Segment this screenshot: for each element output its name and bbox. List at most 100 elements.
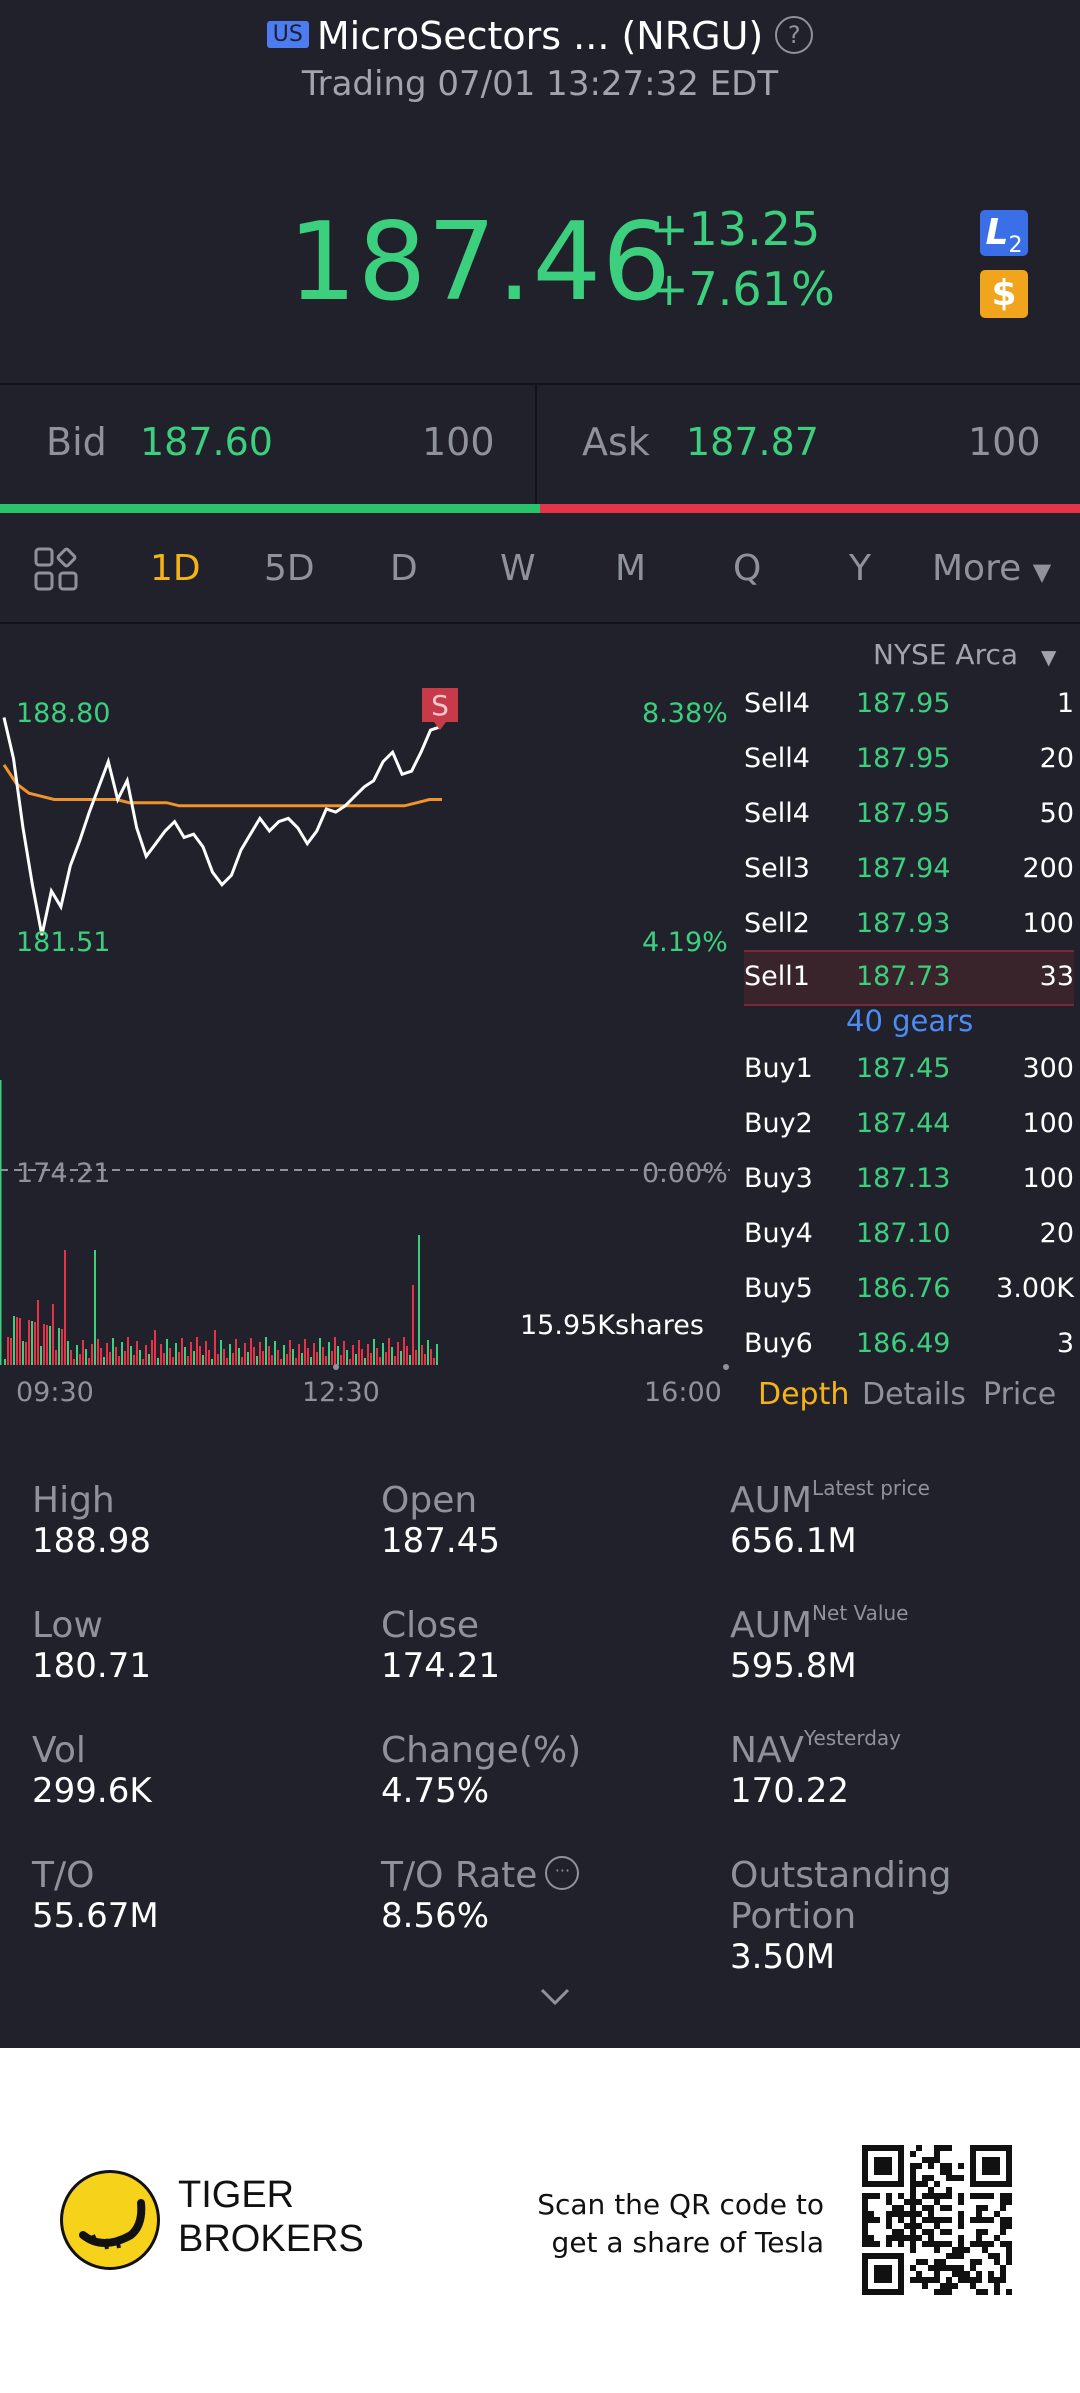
- qr-module: [988, 2271, 994, 2277]
- tab-5d[interactable]: 5D: [264, 548, 315, 589]
- qr-module: [958, 2265, 964, 2271]
- tab-w[interactable]: W: [500, 548, 536, 589]
- brand-line-1: TIGER: [178, 2174, 295, 2216]
- stat-vol: Vol 299.6K: [32, 1730, 152, 1811]
- stat-value: 187.45: [381, 1521, 500, 1561]
- tiger-logo-icon: [60, 2170, 160, 2270]
- tab-d[interactable]: D: [390, 548, 418, 589]
- volume-bar: [322, 1347, 324, 1365]
- volume-bar: [112, 1338, 114, 1365]
- qr-module: [946, 2283, 952, 2289]
- volume-bar: [289, 1340, 291, 1365]
- qr-module: [958, 2199, 964, 2205]
- qr-module: [886, 2223, 892, 2229]
- order-row-buy[interactable]: Buy2 187.44 100: [744, 1098, 1074, 1152]
- volume-bar: [364, 1358, 366, 1365]
- volume-bar: [184, 1347, 186, 1365]
- qr-code: [862, 2145, 1012, 2295]
- volume-bar: [178, 1352, 180, 1365]
- qr-module: [928, 2163, 934, 2169]
- bid-strength-bar: [0, 504, 540, 513]
- security-title[interactable]: US MicroSectors ... (NRGU)?: [0, 14, 1080, 58]
- tab-m[interactable]: M: [615, 548, 647, 589]
- tab-y[interactable]: Y: [849, 548, 871, 589]
- stat-value: 595.8M: [730, 1646, 857, 1686]
- stat-label: Change(%): [381, 1730, 582, 1771]
- chevron-down-icon[interactable]: [538, 1986, 572, 2008]
- qr-module: [910, 2205, 916, 2211]
- order-row-buy[interactable]: Buy6 186.49 3: [744, 1318, 1074, 1372]
- volume-bar: [382, 1343, 384, 1365]
- qr-module: [898, 2205, 904, 2211]
- volume-bar: [58, 1328, 60, 1365]
- order-price: 187.95: [856, 688, 951, 719]
- qr-module: [928, 2211, 934, 2217]
- volume-bar: [76, 1345, 78, 1365]
- volume-bar: [358, 1340, 360, 1365]
- tab-more[interactable]: More ▼: [932, 548, 1051, 589]
- qr-module: [952, 2283, 958, 2289]
- order-name: Sell3: [744, 853, 810, 884]
- time-end: 16:00: [644, 1377, 722, 1408]
- volume-bar: [415, 1350, 417, 1365]
- qr-module: [904, 2211, 910, 2217]
- qr-module: [976, 2289, 982, 2295]
- volume-bar: [61, 1329, 63, 1365]
- help-icon[interactable]: ?: [775, 15, 814, 54]
- order-qty: 50: [1039, 798, 1074, 829]
- intraday-chart[interactable]: S: [0, 640, 740, 1400]
- order-row-sell[interactable]: Sell2 187.93 100: [744, 898, 1074, 952]
- qr-module: [958, 2253, 964, 2259]
- tab-depth[interactable]: Depth: [758, 1377, 850, 1412]
- qr-module: [934, 2151, 940, 2157]
- tab-price[interactable]: Price: [983, 1377, 1057, 1412]
- volume-bar: [397, 1342, 399, 1365]
- stat-open: Open 187.45: [381, 1480, 500, 1561]
- volume-bar: [226, 1358, 228, 1365]
- order-row-sell[interactable]: Sell4 187.95 20: [744, 733, 1074, 787]
- tab-details[interactable]: Details: [862, 1377, 967, 1412]
- volume-bar: [22, 1341, 24, 1365]
- volume-bar: [334, 1337, 336, 1365]
- qr-module: [1006, 2217, 1012, 2223]
- order-row-buy[interactable]: Buy1 187.45 300: [744, 1043, 1074, 1097]
- order-row-buy[interactable]: Buy3 187.13 100: [744, 1153, 1074, 1207]
- qr-module: [922, 2193, 928, 2199]
- stat-value: 4.75%: [381, 1771, 490, 1811]
- volume-bar: [190, 1342, 192, 1365]
- order-row-buy[interactable]: Buy4 187.10 20: [744, 1208, 1074, 1262]
- tab-1d[interactable]: 1D: [150, 548, 201, 589]
- signal-marker[interactable]: S: [422, 688, 458, 730]
- volume-bar: [187, 1356, 189, 1365]
- order-name: Buy5: [744, 1273, 813, 1304]
- qr-module: [952, 2265, 958, 2271]
- more-info-icon[interactable]: ···: [545, 1856, 580, 1890]
- volume-bar: [430, 1349, 432, 1365]
- qr-module: [1000, 2193, 1006, 2199]
- exchange-selector[interactable]: NYSE Arca ▼: [873, 638, 1056, 671]
- chart-settings-icon[interactable]: [34, 547, 78, 591]
- qr-module: [922, 2205, 928, 2211]
- gears-button[interactable]: 40 gears: [846, 1004, 974, 1038]
- signal-label: S: [431, 689, 449, 722]
- level2-label: L: [985, 212, 1009, 253]
- order-row-sell[interactable]: Sell4 187.95 50: [744, 788, 1074, 842]
- bid-qty: 100: [422, 420, 495, 464]
- order-row-buy[interactable]: Buy5 186.76 3.00K: [744, 1263, 1074, 1317]
- qr-module: [1006, 2223, 1012, 2229]
- qr-module: [934, 2259, 940, 2265]
- stat-label: High: [32, 1480, 115, 1521]
- signal-marker-box: [422, 688, 458, 722]
- dollar-icon[interactable]: $: [980, 270, 1028, 318]
- volume-bar: [316, 1352, 318, 1365]
- volume-bar: [19, 1318, 21, 1365]
- level2-icon[interactable]: L2: [980, 210, 1028, 258]
- volume-bar: [124, 1351, 126, 1365]
- qr-module: [1000, 2271, 1006, 2277]
- tab-q[interactable]: Q: [733, 548, 762, 589]
- order-row-sell[interactable]: Sell3 187.94 200: [744, 843, 1074, 897]
- volume-bar: [295, 1358, 297, 1365]
- order-row-sell-best[interactable]: Sell1 187.73 33: [744, 950, 1074, 1006]
- order-row-sell[interactable]: Sell4 187.95 1: [744, 678, 1074, 732]
- qr-module: [934, 2271, 940, 2277]
